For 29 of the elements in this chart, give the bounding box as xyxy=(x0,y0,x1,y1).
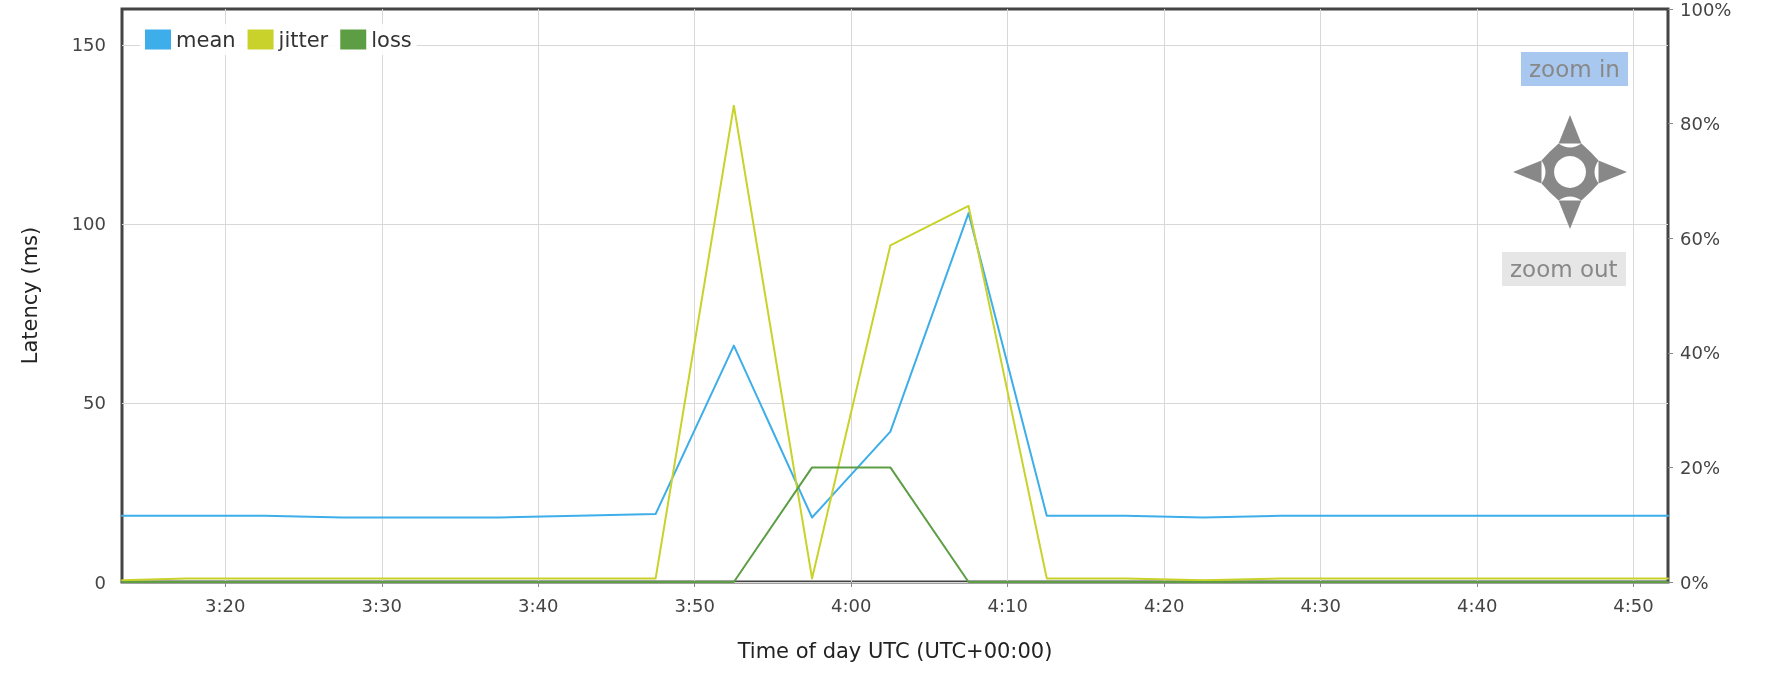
y2-tick-label: 60% xyxy=(1680,227,1721,249)
y-tick-label: 0 xyxy=(94,571,106,593)
x-tick-label: 3:40 xyxy=(518,594,559,616)
x-tick-label: 4:20 xyxy=(1143,594,1185,616)
x-axis-title: Time of day UTC (UTC+00:00) xyxy=(736,638,1053,663)
x-tick-label: 3:20 xyxy=(205,594,246,616)
x-tick-label: 3:30 xyxy=(361,594,402,616)
y2-tick-label: 100% xyxy=(1680,0,1732,20)
x-tick-label: 4:30 xyxy=(1300,594,1341,616)
y-tick-label: 150 xyxy=(71,34,106,56)
line-series xyxy=(121,212,1669,519)
x-tick-label: 4:00 xyxy=(830,594,872,616)
legend-label: mean xyxy=(176,27,236,52)
y2-tick-label: 80% xyxy=(1680,113,1721,135)
legend-label: jitter xyxy=(277,27,329,52)
legend-label: loss xyxy=(371,27,412,52)
x-tick-label: 4:10 xyxy=(987,594,1028,616)
y-tick-label: 50 xyxy=(83,392,106,414)
line-series xyxy=(121,104,1669,582)
zoom-out-button: zoom out xyxy=(1502,252,1626,286)
y2-tick-label: 40% xyxy=(1680,342,1721,364)
x-tick-label: 4:50 xyxy=(1613,594,1654,616)
x-tick-label: 4:40 xyxy=(1456,594,1498,616)
y2-tick-label: 0% xyxy=(1680,571,1709,593)
zoom-in-button: zoom in xyxy=(1521,52,1628,86)
y2-tick-label: 20% xyxy=(1680,456,1721,478)
y-tick-label: 100 xyxy=(71,213,106,235)
x-tick-label: 3:50 xyxy=(674,594,715,616)
y-axis-title: Latency (ms) xyxy=(17,226,42,365)
